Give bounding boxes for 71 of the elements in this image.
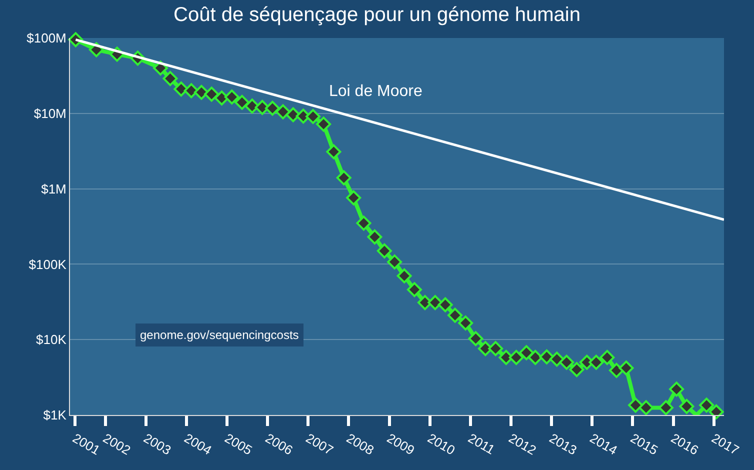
point — [286, 107, 301, 122]
x-tick-label: 2010 — [425, 430, 458, 458]
x-tick-label: 2014 — [587, 430, 620, 458]
point — [184, 83, 199, 98]
point — [569, 362, 584, 378]
point — [448, 308, 463, 323]
x-tick-label: 2016 — [668, 430, 702, 458]
point — [559, 354, 574, 370]
series-label: Loi de Moore — [329, 83, 422, 100]
x-tick-label: 2008 — [344, 430, 377, 458]
chart-title: Coût de séquençage pour un génome humain — [174, 4, 580, 26]
point — [600, 350, 615, 365]
point — [679, 398, 694, 414]
point — [428, 295, 443, 310]
point — [234, 94, 250, 110]
point — [376, 243, 392, 258]
point — [356, 216, 372, 231]
x-tick-label: 2011 — [466, 430, 498, 458]
x-tick-label: 2006 — [262, 430, 296, 458]
y-tick-label: $10M — [34, 106, 66, 121]
point — [406, 282, 422, 298]
x-tick-label: 2012 — [506, 430, 539, 458]
point — [518, 345, 534, 360]
point — [194, 84, 209, 100]
point — [162, 71, 178, 86]
point — [306, 108, 321, 124]
x-tick-label: 2017 — [709, 430, 742, 458]
x-tick-label: 2013 — [546, 430, 580, 458]
point — [458, 316, 474, 330]
y-tick-label: $100M — [26, 30, 66, 46]
y-tick-label: $10K — [36, 332, 67, 348]
y-tick-label: $1K — [43, 408, 67, 423]
annotation: genome.gov/sequencingcosts — [140, 328, 299, 342]
point — [539, 349, 554, 364]
point — [618, 360, 634, 376]
x-tick-label: 2001 — [70, 430, 103, 458]
point — [326, 144, 342, 160]
point — [658, 400, 674, 416]
x-tick-label: 2005 — [222, 430, 255, 458]
point — [669, 382, 684, 397]
y-tick-label: $100K — [28, 256, 67, 272]
point — [588, 354, 604, 370]
point — [276, 104, 290, 120]
x-tick-label: 2002 — [100, 430, 134, 458]
point — [204, 86, 220, 102]
point — [387, 254, 402, 270]
point — [508, 350, 524, 365]
y-tick-label: $1M — [41, 181, 66, 196]
point — [224, 90, 240, 104]
point — [438, 297, 453, 312]
x-tick-label: 2004 — [182, 430, 214, 458]
x-tick-label: 2015 — [628, 430, 661, 458]
point — [174, 82, 189, 97]
point — [488, 341, 504, 356]
point — [396, 268, 412, 284]
point — [638, 400, 654, 416]
x-tick-label: 2003 — [141, 430, 174, 458]
point — [336, 170, 352, 186]
point — [264, 100, 280, 116]
point — [468, 331, 484, 346]
x-tick-label: 2007 — [303, 430, 336, 458]
point — [628, 398, 644, 413]
x-tick-label: 2009 — [384, 430, 418, 458]
point — [528, 350, 543, 365]
point — [316, 116, 332, 132]
point — [708, 404, 724, 420]
point — [346, 190, 362, 206]
point — [367, 229, 382, 244]
point — [214, 90, 230, 106]
point — [549, 352, 564, 367]
point — [699, 398, 714, 413]
